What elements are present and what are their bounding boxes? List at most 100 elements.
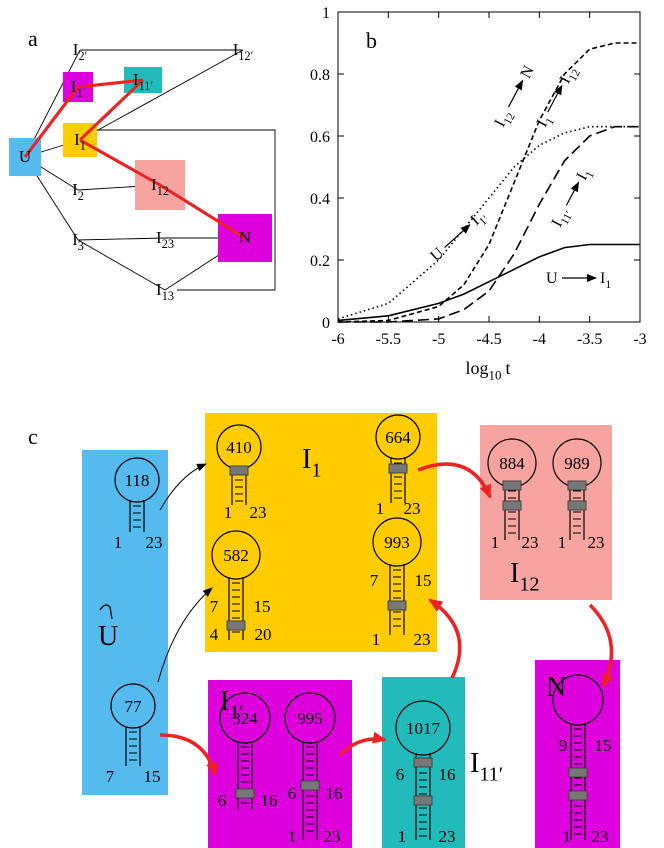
annotation-from: I12 [492,107,518,132]
state-label-sub: 1 [311,459,321,481]
loop-label: 995 [297,709,323,728]
state-label-main: I [220,686,229,717]
contact [230,466,248,475]
node-label-sub: 12′ [238,49,253,63]
annotation-from: I1 [534,112,558,132]
residue-label: 7 [370,571,379,590]
node-label-main: N [239,228,251,247]
loop-label: 1017 [406,719,441,738]
residue-label: 4 [210,625,219,644]
arrow-red [160,735,215,775]
edge [78,240,165,290]
node-label-sub: 2 [78,189,84,203]
loop-label: 77 [125,697,143,716]
residue-label: 23 [404,499,421,518]
y-tick-label: 0 [322,315,330,332]
contact [414,796,432,805]
loop-label: 884 [499,454,525,473]
annotation: UI1 [546,270,611,291]
node-label-sub: 2′ [78,49,87,63]
series-line [338,245,640,321]
annotation-arrow [548,86,562,112]
residue-label: 23 [522,533,539,552]
annotation-to-main: N [517,63,538,82]
node-label: U [19,147,31,166]
residue-label: 1 [398,827,407,846]
annotation-from: U [546,270,558,287]
state-box [480,425,612,600]
loop-label: 324 [232,709,258,728]
residue-label: 1 [376,499,385,518]
plot-frame [338,12,640,322]
state-label-main: I [510,558,519,589]
contact [503,481,521,490]
loop-label: 582 [223,546,249,565]
residue-label: 23 [588,533,605,552]
contact [568,501,586,510]
edge [80,50,243,140]
y-tick-label: 1 [322,5,330,22]
contact [568,481,586,490]
node-label-main: U [19,147,31,166]
loop-label: 410 [226,438,252,457]
node-label: N [239,228,251,247]
residue-label: 6 [218,791,227,810]
node-label: I13 [156,280,174,303]
state-label-sub: 12 [519,573,539,595]
residue-label: 1 [224,503,233,522]
x-tick-label: -4 [533,331,546,348]
residue-label: 6 [396,765,405,784]
residue-label: 9 [559,736,568,755]
residue-label: 16 [439,765,456,784]
residue-label: 1 [491,533,500,552]
loop-label: 989 [564,454,590,473]
contact [301,781,319,790]
x-tick-label: -5 [432,331,445,348]
residue-label: 16 [326,784,343,803]
node-label-sub: 13 [162,289,174,303]
node-label: I12′ [233,40,254,63]
residue-label: 16 [261,791,278,810]
x-axis-label-main: log [466,358,489,378]
state-label-main: I [302,444,311,475]
x-tick-label: -3.5 [577,331,602,348]
residue-label: 1 [563,827,572,846]
residue-label: 1 [114,533,123,552]
contact [414,758,432,767]
edge-highlight [160,185,245,238]
loop-label: 664 [385,428,411,447]
residue-label: 1 [288,827,297,846]
node-label-sub: 23 [162,237,174,251]
state-label-main: U [98,621,118,652]
residue-label: 1 [558,533,567,552]
panel-label: b [366,28,377,53]
edge [78,238,165,240]
loop-label: 118 [125,471,150,490]
residue-label: 23 [146,533,163,552]
node-label-sub: 1′ [76,86,85,100]
annotation-to: I1′ [467,207,491,232]
y-tick-label: 0.8 [310,67,330,84]
node-label-sub: 3 [78,239,84,253]
x-axis-label-tail: t [505,358,510,378]
x-axis-label: log10t [466,358,511,382]
residue-label: 6 [288,784,297,803]
annotation-to-sub: 1 [605,279,611,291]
contact [569,791,587,800]
residue-label: 23 [439,827,456,846]
state-label-sub: 11′ [479,763,503,785]
state-label-main: I [470,748,479,779]
annotation-arrow [566,182,578,205]
x-tick-label: -3 [633,331,646,348]
annotation-from-main: U [546,270,558,287]
residue-label: 20 [255,625,272,644]
panel-label: c [28,424,38,449]
node-label-sub: 12 [157,184,169,198]
residue-label: 23 [324,827,341,846]
x-axis-label-sub: 10 [489,367,502,382]
y-tick-label: 0.2 [310,253,330,270]
residue-label: 23 [250,503,267,522]
contact [569,768,587,777]
annotation: UI1′ [427,207,491,268]
